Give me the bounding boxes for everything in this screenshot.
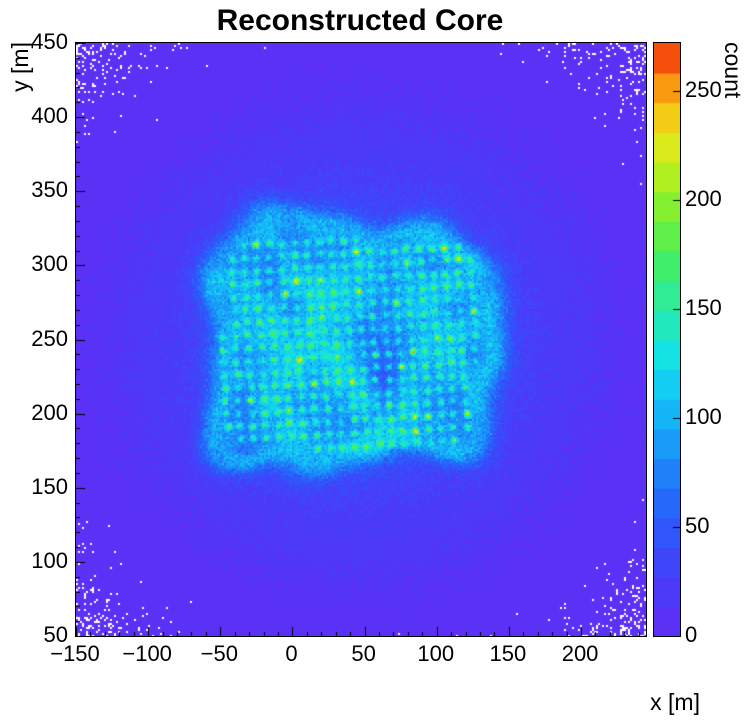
y-tick-label: 450: [31, 29, 68, 54]
x-tick-label: 200: [561, 641, 599, 666]
colorbar-canvas: [654, 43, 680, 636]
y-axis-label: y [m]: [7, 42, 33, 92]
x-tick-label: 100: [417, 641, 455, 666]
x-tick-label: −100: [122, 641, 172, 666]
x-tick-label: −150: [50, 641, 100, 666]
y-tick-label: 50: [43, 622, 68, 647]
colorbar: [653, 42, 681, 637]
y-tick-label: 400: [31, 103, 68, 129]
x-tick-label: 50: [351, 641, 376, 666]
colorbar-tick-label: 200: [685, 185, 722, 211]
colorbar-label: count: [720, 42, 746, 99]
y-tick-label: 200: [31, 399, 68, 425]
colorbar-tick-label: 0: [685, 622, 698, 647]
plot-area: [75, 42, 647, 637]
y-tick-label: 350: [31, 177, 68, 203]
x-tick-label: 150: [489, 641, 527, 666]
x-tick-label: 0: [285, 641, 298, 666]
chart-title: Reconstructed Core: [216, 4, 504, 37]
colorbar-tick-label: 150: [685, 294, 722, 320]
y-tick-label: 100: [31, 547, 68, 573]
heatmap-canvas: [76, 43, 646, 636]
colorbar-tick-label: 100: [685, 403, 722, 429]
y-tick-label: 250: [31, 325, 68, 351]
colorbar-tick-label: 250: [685, 76, 722, 102]
y-tick-label: 150: [31, 473, 68, 499]
colorbar-tick-label: 50: [685, 512, 710, 538]
x-axis-label: x [m]: [650, 689, 700, 715]
y-tick-label: 300: [31, 251, 68, 277]
x-tick-label: −50: [200, 641, 238, 666]
